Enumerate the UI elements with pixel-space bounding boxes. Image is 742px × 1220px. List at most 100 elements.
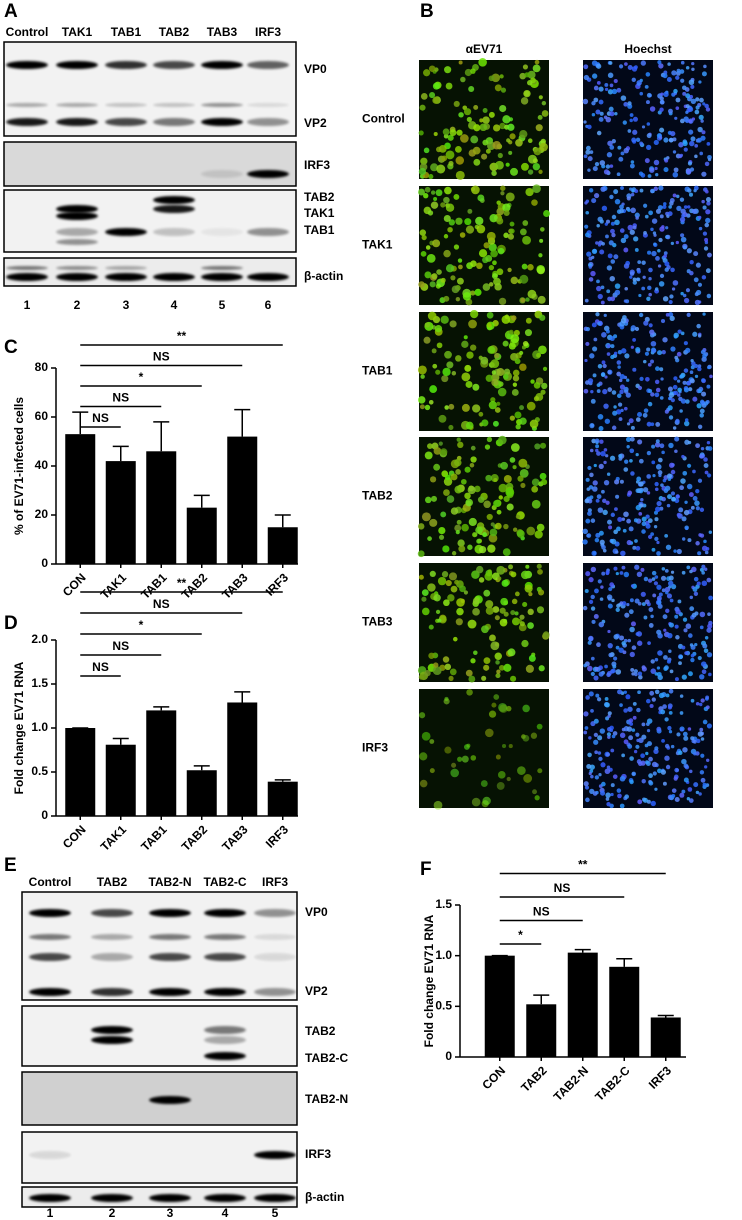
- nucleus: [702, 231, 708, 236]
- nucleus: [687, 538, 692, 543]
- nucleus: [604, 664, 608, 669]
- nucleus: [615, 409, 622, 415]
- infected-cell: [444, 66, 452, 74]
- infected-cell: [491, 702, 497, 708]
- band-label: VP0: [304, 62, 327, 76]
- nucleus: [596, 81, 601, 85]
- nucleus: [657, 470, 663, 475]
- infected-cell: [491, 370, 497, 375]
- nucleus: [671, 287, 676, 291]
- nucleus: [597, 579, 602, 584]
- nucleus: [585, 380, 590, 385]
- blot-band: [91, 988, 133, 996]
- nucleus: [615, 607, 620, 612]
- infected-cell: [443, 249, 451, 258]
- nucleus: [653, 524, 658, 529]
- nucleus: [634, 539, 638, 543]
- lane-header: TAB3: [207, 25, 238, 39]
- nucleus: [601, 332, 607, 338]
- infected-cell: [499, 607, 506, 614]
- nucleus: [623, 102, 628, 107]
- nucleus: [623, 467, 629, 472]
- nucleus: [701, 669, 707, 674]
- infected-cell: [451, 762, 457, 768]
- nucleus: [699, 567, 705, 572]
- nucleus: [699, 770, 705, 775]
- nucleus: [701, 571, 705, 575]
- nucleus: [613, 656, 618, 661]
- blot-band: [105, 228, 147, 236]
- blot-band: [204, 1026, 246, 1034]
- blot-band: [201, 61, 243, 69]
- band-label: VP2: [304, 116, 327, 130]
- infected-cell: [486, 513, 493, 521]
- nucleus: [657, 264, 662, 268]
- nucleus: [694, 154, 698, 159]
- nucleus: [653, 242, 657, 246]
- infected-cell: [453, 193, 460, 200]
- nucleus: [679, 485, 685, 491]
- nucleus: [647, 285, 652, 291]
- nucleus: [637, 385, 643, 391]
- infected-cell: [510, 610, 516, 616]
- nucleus: [620, 186, 624, 190]
- nucleus: [660, 377, 664, 381]
- infected-cell: [419, 752, 428, 761]
- x-tick-label: TAB3: [219, 570, 251, 602]
- infected-cell: [423, 69, 431, 77]
- nucleus: [595, 693, 600, 698]
- blot-band: [105, 266, 147, 270]
- blot-band: [254, 934, 296, 940]
- nucleus: [630, 325, 637, 331]
- nucleus: [664, 755, 670, 761]
- infected-cell: [537, 295, 546, 304]
- nucleus: [583, 663, 588, 668]
- infected-cell: [435, 369, 441, 375]
- nucleus: [677, 393, 681, 397]
- infected-cell: [505, 487, 515, 497]
- nucleus: [584, 298, 589, 303]
- nucleus: [679, 728, 684, 732]
- nucleus: [616, 788, 622, 793]
- nucleus: [705, 695, 710, 700]
- nucleus: [697, 655, 702, 661]
- infected-cell: [503, 495, 510, 503]
- infected-cell: [486, 436, 493, 443]
- infected-cell: [457, 441, 464, 449]
- nucleus: [613, 529, 618, 535]
- nucleus: [634, 326, 640, 332]
- nucleus: [679, 711, 684, 715]
- nucleus: [590, 671, 595, 677]
- nucleus: [679, 373, 685, 379]
- panel-letter: F: [420, 859, 432, 880]
- nucleus: [601, 360, 606, 365]
- nucleus: [644, 599, 650, 605]
- infected-cell: [450, 585, 458, 593]
- infected-cell: [470, 755, 477, 761]
- nucleus: [674, 116, 678, 120]
- nucleus: [648, 780, 654, 786]
- nucleus: [674, 355, 679, 360]
- nucleus: [609, 164, 614, 168]
- nucleus: [611, 425, 617, 430]
- blot-band: [91, 1194, 133, 1202]
- infected-cell: [497, 387, 507, 397]
- nucleus: [584, 785, 590, 790]
- infected-cell: [430, 201, 439, 209]
- nucleus: [603, 479, 610, 486]
- infected-cell: [515, 424, 521, 430]
- nucleus: [664, 409, 669, 414]
- infected-cell: [429, 92, 436, 99]
- infected-cell: [492, 606, 500, 613]
- nucleus: [669, 669, 674, 674]
- infected-cell: [448, 160, 454, 167]
- nucleus: [669, 315, 675, 322]
- nucleus: [624, 612, 630, 618]
- nucleus: [674, 677, 679, 682]
- error-bar: [153, 421, 170, 452]
- nucleus: [594, 750, 598, 755]
- nucleus: [609, 111, 615, 117]
- infected-cell: [510, 571, 517, 578]
- nucleus: [591, 60, 598, 66]
- infected-cell: [421, 234, 427, 241]
